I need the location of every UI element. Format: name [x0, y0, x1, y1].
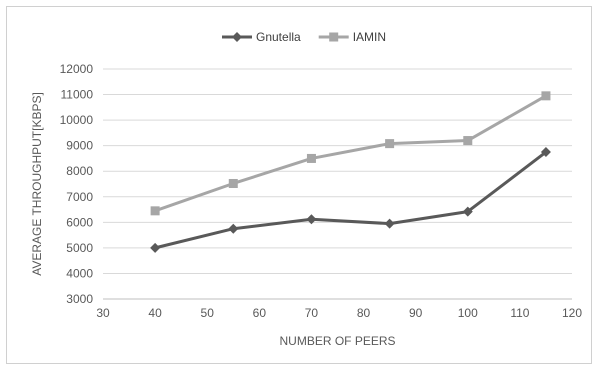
legend-label-iamin: IAMIN — [353, 30, 386, 44]
x-tick-label: 70 — [305, 306, 319, 320]
legend: Gnutella IAMIN — [222, 30, 386, 44]
x-tick-label: 40 — [148, 306, 162, 320]
y-tick-label: 12000 — [60, 62, 94, 76]
legend-marker-gnutella — [232, 32, 242, 42]
y-tick-label: 7000 — [66, 190, 93, 204]
y-tick-label: 6000 — [66, 215, 93, 229]
y-tick-label: 10000 — [60, 113, 94, 127]
data-point-iamin — [385, 139, 395, 149]
y-tick-label: 4000 — [66, 266, 93, 280]
data-point-gnutella — [384, 218, 395, 229]
y-tick-label: 8000 — [66, 164, 93, 178]
x-tick-label: 120 — [562, 306, 582, 320]
legend-marker-iamin — [329, 32, 339, 42]
data-point-gnutella — [540, 147, 551, 158]
data-point-gnutella — [306, 214, 317, 225]
x-tick-label: 50 — [201, 306, 215, 320]
gridlines — [103, 68, 572, 300]
data-point-gnutella — [150, 242, 161, 253]
data-point-iamin — [228, 178, 238, 188]
legend-item-iamin: IAMIN — [318, 30, 386, 44]
data-point-iamin — [463, 136, 473, 146]
y-tick-label: 11000 — [61, 88, 94, 102]
series-line-gnutella — [154, 150, 547, 250]
y-tick-labels: 3000 4000 5000 6000 7000 8000 9000 10000 11000 12… — [60, 62, 94, 306]
data-point-iamin — [541, 91, 551, 101]
data-point-gnutella — [462, 206, 473, 217]
y-tick-label: 5000 — [66, 241, 93, 255]
series-layer — [150, 91, 551, 253]
series-gnutella — [150, 147, 551, 253]
chart-frame — [6, 6, 592, 364]
x-tick-label: 110 — [510, 306, 529, 320]
data-point-iamin — [150, 206, 160, 216]
y-axis-label: AVERAGE THROUGHPUT[KBPS] — [30, 92, 44, 276]
series-iamin — [150, 91, 551, 216]
data-point-gnutella — [228, 223, 239, 234]
x-tick-label: 30 — [96, 306, 110, 320]
y-tick-label: 3000 — [66, 292, 93, 306]
series-line-iamin — [154, 94, 547, 213]
x-tick-labels: 30 40 50 60 70 80 90 100 110 120 — [96, 306, 582, 320]
legend-item-gnutella: Gnutella — [222, 30, 301, 44]
x-tick-label: 100 — [458, 306, 478, 320]
x-tick-label: 90 — [409, 306, 423, 320]
x-tick-label: 80 — [357, 306, 371, 320]
x-tick-label: 60 — [253, 306, 267, 320]
y-tick-label: 9000 — [66, 139, 93, 153]
data-point-iamin — [306, 153, 316, 163]
x-axis-label: NUMBER OF PEERS — [279, 334, 395, 348]
legend-label-gnutella: Gnutella — [256, 30, 301, 44]
